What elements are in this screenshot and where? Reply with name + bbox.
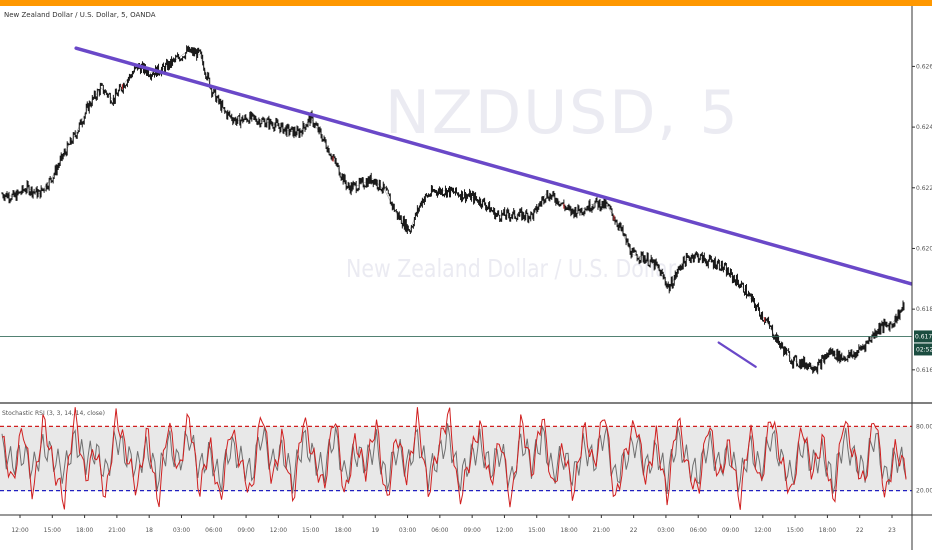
price-tick-label: 0.62200: [916, 185, 932, 192]
time-tick-label: 06:00: [205, 527, 222, 534]
time-tick-label: 03:00: [173, 527, 190, 534]
time-tick-label: 18:00: [819, 527, 836, 534]
time-tick-label: 19: [371, 527, 379, 534]
time-tick-label: 03:00: [399, 527, 416, 534]
current-price-tag: [914, 330, 932, 343]
time-tick-label: 18:00: [334, 527, 351, 534]
time-tick-label: 18:00: [560, 527, 577, 534]
price-pane[interactable]: [0, 45, 913, 375]
indicator-pane[interactable]: [0, 407, 912, 510]
price-tick-label: 0.62600: [916, 63, 932, 70]
current-price-label: 0.61710: [915, 333, 932, 340]
price-tick-label: 0.62000: [916, 245, 932, 252]
candle-wicks: [1, 45, 905, 375]
time-tick-label: 15:00: [302, 527, 319, 534]
watermark-name: New Zealand Dollar / U.S. Dollar: [346, 254, 677, 283]
stoch-k-line: [1, 407, 907, 510]
price-series-line: [1, 50, 905, 368]
time-tick-label: 15:00: [44, 527, 61, 534]
trendline-extension: [903, 280, 913, 286]
time-tick-label: 18:00: [76, 527, 93, 534]
indicator-label: Stochastic RSI (3, 3, 14, 14, close): [2, 410, 105, 417]
time-tick-label: 12:00: [11, 527, 28, 534]
time-tick-label: 09:00: [722, 527, 739, 534]
candles: [1, 45, 905, 375]
price-tick-label: 0.62400: [916, 124, 932, 131]
indicator-tick-label: 20.00000: [916, 488, 932, 495]
time-tick-label: 22: [630, 527, 638, 534]
time-tick-label: 21:00: [593, 527, 610, 534]
time-tick-label: 15:00: [528, 527, 545, 534]
price-tick-label: 0.61600: [916, 367, 932, 374]
time-tick-label: 18: [145, 527, 153, 534]
time-tick-label: 12:00: [754, 527, 771, 534]
time-tick-label: 22: [856, 527, 864, 534]
price-tick-label: 0.61800: [916, 306, 932, 313]
time-tick-label: 21:00: [108, 527, 125, 534]
time-tick-label: 06:00: [431, 527, 448, 534]
countdown-label: 02:52: [916, 346, 932, 353]
time-tick-label: 09:00: [463, 527, 480, 534]
time-tick-label: 12:00: [270, 527, 287, 534]
chart-title: New Zealand Dollar / U.S. Dollar, 5, OAN…: [4, 11, 156, 19]
countdown-tag: [914, 343, 932, 356]
indicator-tick-label: 80.00000: [916, 423, 932, 430]
time-tick-label: 03:00: [657, 527, 674, 534]
watermark-symbol: NZDUSD, 5: [385, 78, 740, 148]
top-accent-bar: [0, 0, 932, 6]
time-tick-label: 06:00: [690, 527, 707, 534]
time-tick-label: 15:00: [786, 527, 803, 534]
time-tick-label: 09:00: [237, 527, 254, 534]
time-tick-label: 12:00: [496, 527, 513, 534]
trendline-secondary[interactable]: [717, 341, 757, 368]
trendline-main[interactable]: [74, 46, 906, 284]
time-tick-label: 23: [888, 527, 896, 534]
